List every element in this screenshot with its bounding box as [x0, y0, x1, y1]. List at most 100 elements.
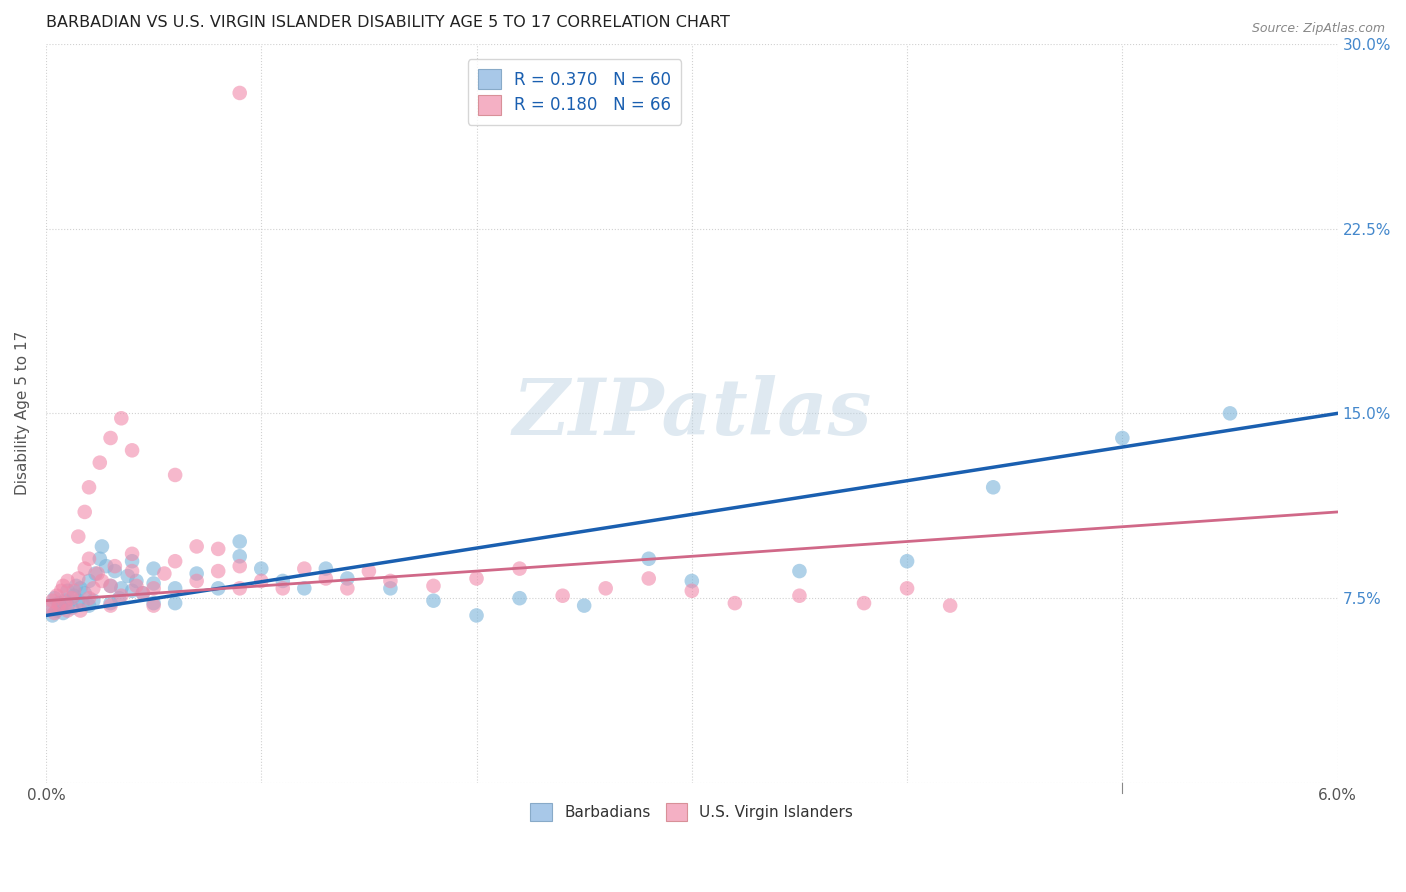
Point — [56, 603, 79, 617]
Point — [77, 551, 100, 566]
Point — [67, 530, 90, 544]
Point — [77, 599, 100, 613]
Point — [108, 591, 131, 606]
Point — [56, 574, 79, 588]
Point — [49, 583, 72, 598]
Point — [72, 596, 94, 610]
Point — [41, 593, 63, 607]
Point — [110, 582, 132, 596]
Point — [73, 505, 96, 519]
Point — [117, 569, 139, 583]
Point — [89, 551, 111, 566]
Point — [100, 579, 122, 593]
Point — [91, 574, 114, 588]
Point — [125, 574, 148, 588]
Point — [292, 561, 315, 575]
Point — [509, 591, 531, 606]
Point — [186, 540, 208, 554]
Point — [422, 579, 444, 593]
Point — [100, 431, 122, 445]
Text: BARBADIAN VS U.S. VIRGIN ISLANDER DISABILITY AGE 5 TO 17 CORRELATION CHART: BARBADIAN VS U.S. VIRGIN ISLANDER DISABI… — [46, 15, 730, 30]
Point — [789, 589, 811, 603]
Point — [896, 582, 918, 596]
Point — [121, 554, 143, 568]
Point — [422, 593, 444, 607]
Point — [681, 583, 703, 598]
Point — [77, 591, 100, 606]
Point — [41, 608, 63, 623]
Point — [69, 603, 91, 617]
Point — [142, 576, 165, 591]
Point — [121, 583, 143, 598]
Point — [100, 579, 122, 593]
Point — [67, 593, 90, 607]
Point — [67, 572, 90, 586]
Point — [110, 411, 132, 425]
Point — [551, 589, 574, 603]
Point — [336, 572, 359, 586]
Point — [1219, 406, 1241, 420]
Point — [121, 443, 143, 458]
Point — [45, 589, 67, 603]
Point — [104, 559, 127, 574]
Point — [104, 564, 127, 578]
Point — [96, 559, 118, 574]
Point — [82, 582, 104, 596]
Point — [681, 574, 703, 588]
Point — [637, 572, 659, 586]
Point — [53, 593, 76, 607]
Point — [39, 599, 62, 613]
Point — [82, 593, 104, 607]
Point — [228, 582, 250, 596]
Point — [939, 599, 962, 613]
Point — [73, 586, 96, 600]
Point — [465, 608, 488, 623]
Point — [142, 582, 165, 596]
Point — [207, 582, 229, 596]
Point — [110, 589, 132, 603]
Point — [271, 582, 294, 596]
Point — [56, 599, 79, 613]
Point — [1111, 431, 1133, 445]
Point — [48, 596, 70, 610]
Point — [315, 561, 337, 575]
Point — [595, 582, 617, 596]
Point — [228, 534, 250, 549]
Point — [509, 561, 531, 575]
Point — [44, 591, 66, 606]
Point — [228, 86, 250, 100]
Point — [49, 601, 72, 615]
Point — [380, 574, 402, 588]
Point — [100, 599, 122, 613]
Point — [153, 566, 176, 581]
Point — [77, 574, 100, 588]
Point — [56, 583, 79, 598]
Point — [52, 606, 75, 620]
Point — [132, 586, 155, 600]
Point — [73, 561, 96, 575]
Point — [250, 561, 273, 575]
Point — [77, 480, 100, 494]
Point — [60, 591, 83, 606]
Point — [53, 596, 76, 610]
Text: Source: ZipAtlas.com: Source: ZipAtlas.com — [1251, 22, 1385, 36]
Point — [65, 579, 87, 593]
Point — [121, 547, 143, 561]
Point — [45, 603, 67, 617]
Point — [125, 579, 148, 593]
Point — [91, 540, 114, 554]
Point — [165, 554, 187, 568]
Point — [228, 559, 250, 574]
Legend: Barbadians, U.S. Virgin Islanders: Barbadians, U.S. Virgin Islanders — [524, 797, 859, 827]
Point — [63, 583, 86, 598]
Point — [121, 564, 143, 578]
Point — [315, 572, 337, 586]
Point — [292, 582, 315, 596]
Point — [207, 541, 229, 556]
Point — [100, 596, 122, 610]
Point — [228, 549, 250, 564]
Point — [896, 554, 918, 568]
Point — [271, 574, 294, 588]
Point — [89, 456, 111, 470]
Y-axis label: Disability Age 5 to 17: Disability Age 5 to 17 — [15, 331, 30, 495]
